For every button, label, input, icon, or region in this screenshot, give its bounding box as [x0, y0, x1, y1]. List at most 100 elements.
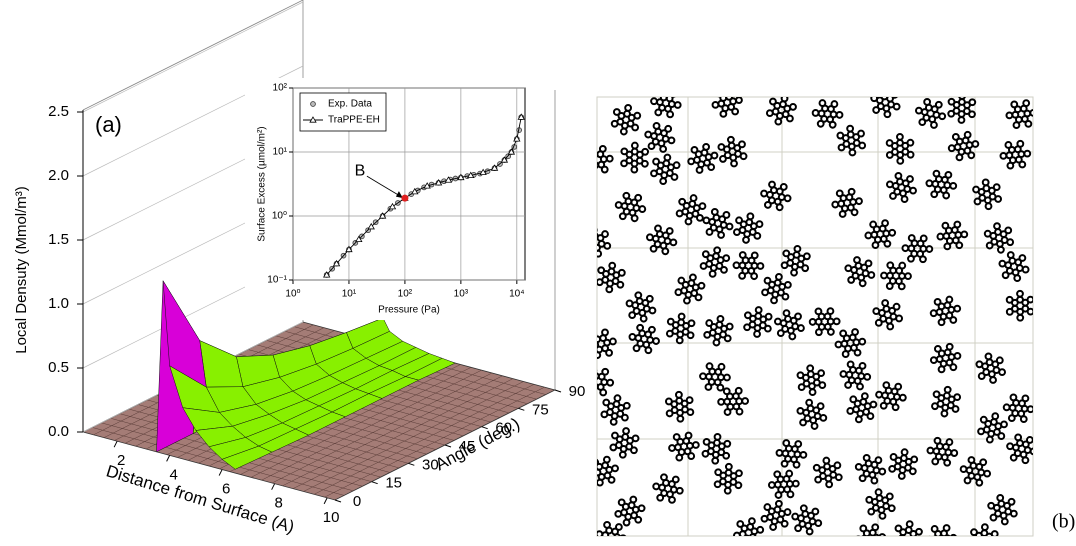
atom — [612, 121, 618, 127]
atom — [769, 482, 775, 488]
atom — [948, 307, 954, 313]
atom — [937, 234, 943, 240]
atom — [1003, 272, 1009, 278]
atom — [732, 109, 738, 115]
atom — [623, 428, 629, 434]
atom — [850, 396, 856, 402]
atom — [736, 97, 742, 103]
atom — [893, 404, 899, 410]
atom — [635, 195, 641, 201]
atom — [947, 344, 953, 350]
atom — [889, 230, 895, 236]
y-tick-label: 10⁰ — [272, 211, 287, 222]
atom — [876, 489, 882, 495]
y-tick-label: 90 — [569, 383, 586, 400]
atom — [820, 100, 826, 106]
atom — [653, 484, 659, 490]
legend-marker — [311, 102, 316, 107]
atom — [770, 99, 776, 105]
atom — [856, 198, 862, 204]
atom — [736, 398, 742, 404]
atom — [783, 440, 789, 446]
atom — [769, 182, 775, 188]
atom — [604, 522, 610, 528]
atom — [713, 102, 719, 108]
atom — [932, 459, 938, 465]
atom — [762, 289, 768, 295]
atom — [604, 457, 610, 463]
atom — [853, 339, 859, 345]
atom — [597, 480, 603, 486]
atom — [887, 262, 893, 268]
atom — [876, 457, 882, 463]
atom — [770, 524, 776, 530]
atom — [707, 363, 713, 369]
atom — [1023, 100, 1029, 106]
atom — [711, 265, 717, 271]
x-tick — [167, 455, 170, 461]
atom — [804, 253, 810, 259]
atom — [991, 515, 997, 521]
atom — [657, 495, 663, 501]
atom — [1019, 162, 1025, 168]
atom — [920, 246, 926, 252]
atom — [785, 282, 791, 288]
atom — [837, 191, 843, 197]
atom — [972, 141, 978, 147]
atom — [762, 516, 768, 522]
atom — [864, 455, 870, 461]
atom — [688, 332, 694, 338]
z-tick-label: 2.5 — [48, 103, 69, 120]
atom — [799, 384, 805, 390]
atom — [696, 294, 702, 300]
atom — [633, 435, 639, 441]
atom — [836, 342, 842, 348]
atom — [1002, 519, 1008, 525]
x-tick-label: 10⁴ — [509, 289, 524, 300]
atom — [818, 370, 824, 376]
atom — [687, 409, 693, 415]
atom — [986, 203, 992, 209]
atom — [820, 415, 826, 421]
atom — [908, 152, 914, 158]
atom — [847, 126, 853, 132]
atom — [815, 520, 821, 526]
y-tick — [518, 408, 524, 410]
atom — [887, 181, 893, 187]
atom — [868, 413, 874, 419]
x-tick — [219, 470, 222, 476]
atom — [839, 145, 845, 151]
atom — [1021, 416, 1027, 422]
atom — [688, 453, 694, 459]
atom — [910, 537, 916, 541]
atom — [610, 339, 616, 345]
atom — [1028, 406, 1034, 412]
atom — [865, 233, 871, 239]
atom — [947, 439, 953, 445]
atom — [995, 196, 1001, 202]
y-tick — [372, 482, 378, 484]
atom — [616, 524, 622, 530]
atom — [670, 240, 676, 246]
atom — [926, 180, 932, 186]
atom — [720, 111, 726, 117]
atom — [890, 193, 896, 199]
atom — [734, 229, 740, 235]
z-tick-label: 1.5 — [48, 231, 69, 248]
atom — [834, 462, 840, 468]
atom — [771, 297, 777, 303]
atom — [690, 274, 696, 280]
atom — [751, 273, 757, 279]
atom — [719, 364, 725, 370]
atom — [951, 535, 957, 541]
atom — [987, 243, 993, 249]
atom — [837, 133, 843, 139]
atom — [754, 331, 760, 337]
atom — [725, 335, 731, 341]
atom — [985, 197, 991, 203]
atom — [785, 195, 791, 201]
atom — [1009, 415, 1015, 421]
atom — [586, 343, 592, 349]
atom — [815, 477, 821, 483]
atom — [858, 373, 864, 379]
